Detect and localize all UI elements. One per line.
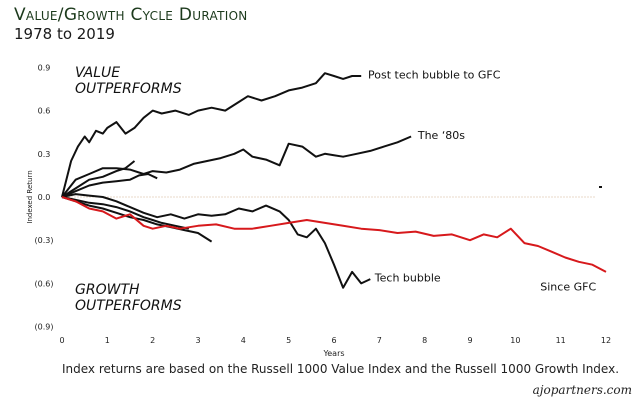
series-line-short-cycle-d xyxy=(61,196,190,230)
x-tick-label: 7 xyxy=(377,336,382,345)
x-tick-label: 8 xyxy=(422,336,427,345)
chart-title: Value/Growth Cycle Duration xyxy=(14,5,248,25)
y-axis-label: Indexed Return xyxy=(26,170,34,223)
series-labels: Post tech bubble to GFC The ‘80s Tech bubb… xyxy=(368,69,596,294)
y-tick-label: 0.6 xyxy=(38,107,51,116)
series-line-post-tech-bubble-to-gfc xyxy=(61,72,362,198)
x-tick-label: 9 xyxy=(467,336,472,345)
value-region-label-line1: VALUE xyxy=(75,65,120,81)
growth-region-label-line2: OUTPERFORMS xyxy=(75,298,182,314)
y-tick-label: (0.6) xyxy=(35,279,54,288)
series-line-short-cycle-b xyxy=(61,173,158,198)
x-tick-label: 5 xyxy=(286,336,291,345)
y-tick-label: (0.9) xyxy=(35,323,54,332)
x-tick-label: 12 xyxy=(601,336,611,345)
x-tick-label: 0 xyxy=(59,336,64,345)
series-line-short-cycle-a xyxy=(61,160,136,198)
x-tick-label: 4 xyxy=(241,336,246,345)
x-tick-label: 1 xyxy=(105,336,110,345)
y-tick-label: 0.9 xyxy=(38,63,51,72)
y-tick-label: 0.0 xyxy=(38,193,51,202)
x-axis-label: Years xyxy=(322,349,344,358)
series-label: Tech bubble xyxy=(374,272,441,285)
series-group xyxy=(61,72,607,289)
value-region-label-line2: OUTPERFORMS xyxy=(75,81,182,97)
x-tick-label: 3 xyxy=(195,336,200,345)
footnote: Index returns are based on the Russell 1… xyxy=(62,362,620,376)
x-tick-label: 11 xyxy=(556,336,566,345)
x-tick-label: 2 xyxy=(150,336,155,345)
source-credit: ajopartners.com xyxy=(532,383,632,397)
series-label: Since GFC xyxy=(540,280,596,293)
series-line-since-gfc xyxy=(61,196,607,273)
y-tick-label: (0.3) xyxy=(35,236,54,245)
x-tick-label: 10 xyxy=(510,336,520,345)
chart-subtitle: 1978 to 2019 xyxy=(14,25,115,43)
x-axis-ticks: 0 1 2 3 4 5 6 7 8 9 10 11 12 xyxy=(59,336,611,345)
growth-region-label-line1: GROWTH xyxy=(75,282,140,298)
series-label: Post tech bubble to GFC xyxy=(368,69,501,82)
stray-mark xyxy=(599,186,602,188)
series-line-short-cycle-c xyxy=(61,196,213,243)
series-line-long-cycle-below-zero xyxy=(61,193,371,289)
y-tick-label: 0.3 xyxy=(38,150,51,159)
x-tick-label: 6 xyxy=(331,336,336,345)
series-line-the-80s xyxy=(61,135,412,198)
y-axis-ticks: 0.9 0.6 0.3 0.0 (0.3) (0.6) (0.9) xyxy=(35,63,54,331)
region-annotations: VALUE OUTPERFORMS GROWTH OUTPERFORMS xyxy=(75,65,182,314)
series-label: The ‘80s xyxy=(417,129,465,142)
